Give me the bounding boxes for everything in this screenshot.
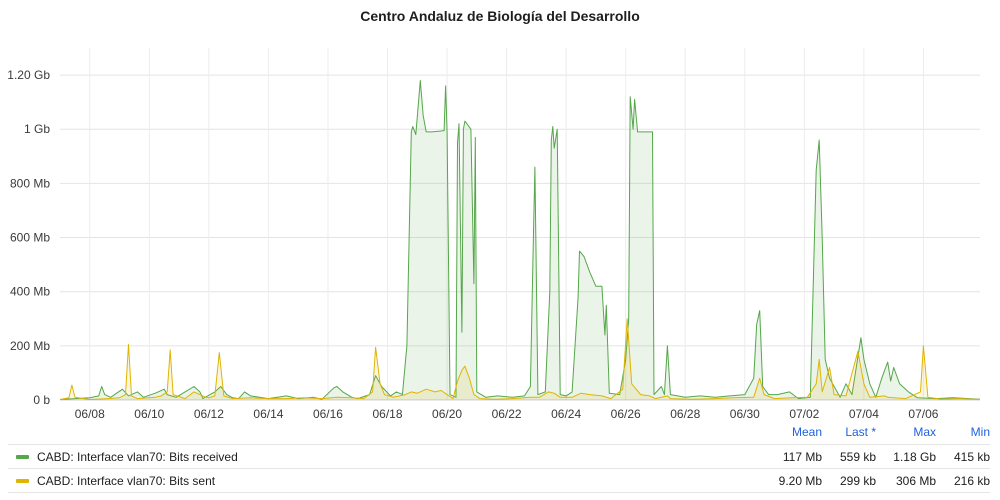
x-tick-label: 06/24: [551, 407, 581, 420]
legend-value-mean: 117 Mb: [782, 449, 822, 464]
series-line-received[interactable]: [59, 80, 981, 400]
legend-value-min: 415 kb: [953, 449, 990, 464]
legend-header: Mean Last * Max Min: [8, 420, 990, 444]
x-tick-label: 06/16: [313, 407, 343, 420]
legend-header-mean[interactable]: Mean: [791, 425, 822, 439]
x-tick-label: 06/26: [611, 407, 641, 420]
y-tick-label: 1.20 Gb: [7, 68, 50, 82]
y-tick-label: 0 b: [33, 393, 50, 407]
x-tick-label: 06/22: [492, 407, 522, 420]
legend-value-min: 216 kb: [953, 473, 990, 488]
series-layer: [59, 80, 981, 400]
legend-value-max: 1.18 Gb: [893, 449, 936, 464]
legend-row-sent[interactable]: CABD: Interface vlan70: Bits sent 9.20 M…: [8, 468, 990, 493]
legend-series-name[interactable]: CABD: Interface vlan70: Bits sent: [37, 473, 216, 488]
x-tick-label: 06/30: [730, 407, 760, 420]
series-line-sent[interactable]: [59, 318, 981, 400]
legend-value-last: 299 kb: [839, 473, 876, 488]
legend-value-max: 306 Mb: [895, 473, 936, 488]
y-tick-label: 600 Mb: [10, 231, 50, 245]
y-tick-label: 200 Mb: [10, 339, 50, 353]
series-area-sent: [60, 318, 980, 400]
y-tick-label: 800 Mb: [10, 176, 50, 190]
x-tick-label: 06/12: [194, 407, 224, 420]
time-series-chart[interactable]: 0 b 200 Mb 400 Mb 600 Mb 800 Mb 1 Gb 1.20 Gb 0…: [0, 0, 1000, 420]
x-tick-label: 06/10: [134, 407, 164, 420]
y-axis: 0 b 200 Mb 400 Mb 600 Mb 800 Mb 1 Gb 1.20 Gb: [7, 68, 50, 407]
x-tick-label: 06/18: [372, 407, 402, 420]
legend-header-max[interactable]: Max: [913, 425, 936, 439]
panel-title: Centro Andaluz de Biología del Desarroll…: [360, 8, 640, 24]
chart-grid: [60, 48, 980, 401]
x-tick-label: 07/06: [908, 407, 938, 420]
y-tick-label: 400 Mb: [10, 285, 50, 299]
x-tick-label: 06/08: [75, 407, 105, 420]
legend-table: Mean Last * Max Min CABD: Interface vlan…: [8, 420, 990, 493]
legend-row-received[interactable]: CABD: Interface vlan70: Bits received 11…: [8, 444, 990, 468]
legend-header-last[interactable]: Last *: [845, 425, 876, 439]
x-axis: 06/08 06/10 06/12 06/14 06/16 06/18 06/20 06/22…: [60, 399, 980, 420]
x-tick-label: 06/14: [253, 407, 283, 420]
x-tick-label: 06/20: [432, 407, 462, 420]
legend-series-name[interactable]: CABD: Interface vlan70: Bits received: [37, 449, 238, 464]
x-tick-label: 07/04: [849, 407, 879, 420]
legend-value-mean: 9.20 Mb: [778, 473, 822, 488]
legend-swatch-received: [16, 454, 29, 459]
series-area-received: [60, 80, 980, 400]
legend-swatch-sent: [16, 478, 29, 483]
x-tick-label: 06/28: [670, 407, 700, 420]
legend-value-last: 559 kb: [839, 449, 876, 464]
x-tick-label: 07/02: [789, 407, 819, 420]
y-tick-label: 1 Gb: [24, 122, 50, 136]
legend-header-min[interactable]: Min: [970, 425, 990, 439]
